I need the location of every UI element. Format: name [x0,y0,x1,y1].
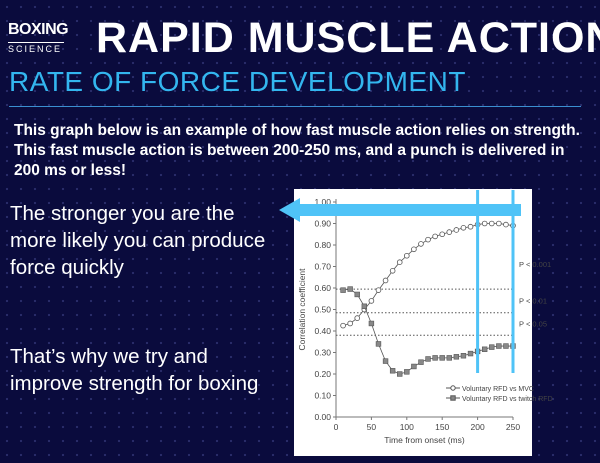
threshold-label: P < 0.001 [519,260,551,269]
data-point-square [361,303,368,309]
y-tick-label: 0.40 [314,326,331,336]
threshold-label: P < 0.01 [519,297,547,306]
x-tick-label: 250 [506,422,520,432]
data-point-circle [382,277,389,284]
data-point-circle [347,320,353,327]
boxing-science-logo: BOXING SCIENCE [8,22,88,64]
data-point-circle [425,236,431,243]
data-point-circle [396,259,403,266]
data-point-circle [453,227,460,233]
data-point-square [489,344,495,350]
logo-line2: SCIENCE [8,42,64,54]
y-tick-label: 0.20 [314,369,331,379]
data-point-circle [503,221,509,228]
page-subtitle: RATE OF FORCE DEVELOPMENT [9,66,466,97]
data-point-square [382,358,389,364]
data-point-circle [418,241,424,247]
data-point-square [446,355,452,361]
data-point-circle [460,225,467,231]
data-point-square [439,355,445,361]
data-point-square [418,359,424,365]
y-tick-label: 1.00 [314,197,331,207]
data-point-circle [481,220,488,227]
data-point-square [432,355,438,361]
y-tick-label: 0.10 [314,391,331,401]
x-tick-label: 0 [334,422,339,432]
data-point-circle [354,315,361,321]
legend-marker [450,395,456,401]
legend-label: Voluntary RFD vs MVC [462,386,534,393]
data-point-square [425,356,431,362]
divider [9,106,581,107]
data-point-square [347,286,353,292]
data-point-circle [340,322,346,329]
x-tick-label: 200 [471,422,485,432]
highlight-line [476,190,480,373]
x-tick-label: 100 [400,422,414,432]
side-point-2: That’s why we try and improve strength f… [10,345,259,395]
data-point-circle [368,298,375,304]
y-tick-label: 0.70 [314,262,331,272]
y-axis-label: Correlation coefficient [297,268,307,351]
y-tick-label: 0.60 [314,283,331,293]
data-point-square [340,287,346,293]
data-point-square [503,343,509,349]
data-point-circle [403,252,410,259]
data-point-circle [439,231,446,238]
legend-label: Voluntary RFD vs twitch RFD [462,396,553,403]
y-tick-label: 0.00 [314,412,331,422]
data-point-square [389,368,396,374]
x-tick-label: 50 [367,422,377,432]
x-axis-label: Time from onset (ms) [384,435,465,445]
data-point-square [368,320,375,327]
page-title: RAPID MUSCLE ACTION [96,14,600,62]
x-tick-label: 150 [435,422,449,432]
threshold-label: P < 0.05 [519,319,547,328]
legend-marker [450,385,456,391]
y-tick-label: 0.90 [314,219,331,229]
data-point-square [397,371,403,377]
data-point-circle [467,223,474,230]
data-point-circle [496,220,502,227]
data-point-square [375,341,382,347]
data-point-square [496,343,502,349]
data-point-circle [375,287,382,293]
chart-panel [294,189,532,456]
y-tick-label: 0.50 [314,305,331,315]
arrow-head-icon [279,198,300,222]
data-point-square [354,291,360,298]
intro-text: This graph below is an example of how fa… [14,122,580,179]
data-point-circle [488,220,495,227]
highlight-line [511,190,515,373]
data-point-square [453,354,460,360]
data-point-square [411,363,417,370]
data-point-circle [432,233,438,240]
data-point-square [404,369,410,375]
y-tick-label: 0.30 [314,348,331,358]
data-point-circle [389,267,396,274]
data-point-square [460,353,467,359]
data-point-circle [411,246,417,253]
data-point-square [481,346,488,352]
data-point-circle [446,229,453,235]
arrow-shaft [296,204,521,216]
data-point-square [467,350,474,357]
side-point-1: The stronger you are the more likely you… [10,202,266,279]
logo-line1: BOXING [8,21,69,38]
y-tick-label: 0.80 [314,240,331,250]
